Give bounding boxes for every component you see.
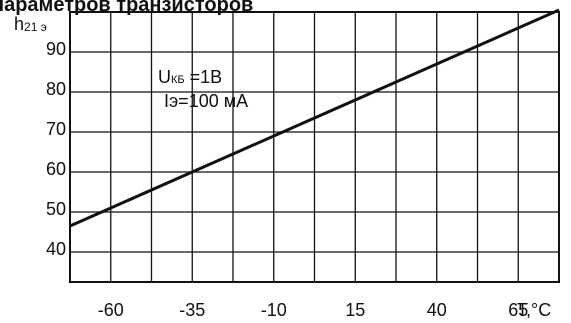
plot-frame: [69, 11, 560, 283]
x-axis-ticks: -60 -35 -10 15 40 65: [98, 300, 529, 320]
y-tick-label: 80: [46, 79, 66, 99]
x-tick-label: -35: [179, 300, 205, 320]
x-tick-label: 65: [508, 300, 528, 320]
x-tick-label: 40: [427, 300, 447, 320]
y-tick-label: 90: [46, 39, 66, 59]
y-tick-label: 50: [46, 199, 66, 219]
grid: [70, 12, 559, 282]
x-tick-label: -60: [98, 300, 124, 320]
chart-title-fragment: параметров транзисторов: [0, 0, 253, 16]
y-axis-ticks: 40 50 60 70 80 90: [46, 39, 66, 259]
annotation-ie: Iэ=100 мА: [164, 91, 248, 111]
y-axis-label: h21 э: [14, 14, 47, 34]
x-tick-label: -10: [261, 300, 287, 320]
plot-frame-rect: [69, 11, 560, 283]
annotation-ukb: UКБ =1В: [158, 67, 222, 87]
y-tick-label: 60: [46, 159, 66, 179]
y-tick-label: 70: [46, 119, 66, 139]
x-axis-label: T,°C: [517, 300, 551, 320]
x-tick-label: 15: [345, 300, 365, 320]
y-tick-label: 40: [46, 239, 66, 259]
series-layer: [69, 8, 560, 228]
series-line-0: [69, 8, 560, 228]
